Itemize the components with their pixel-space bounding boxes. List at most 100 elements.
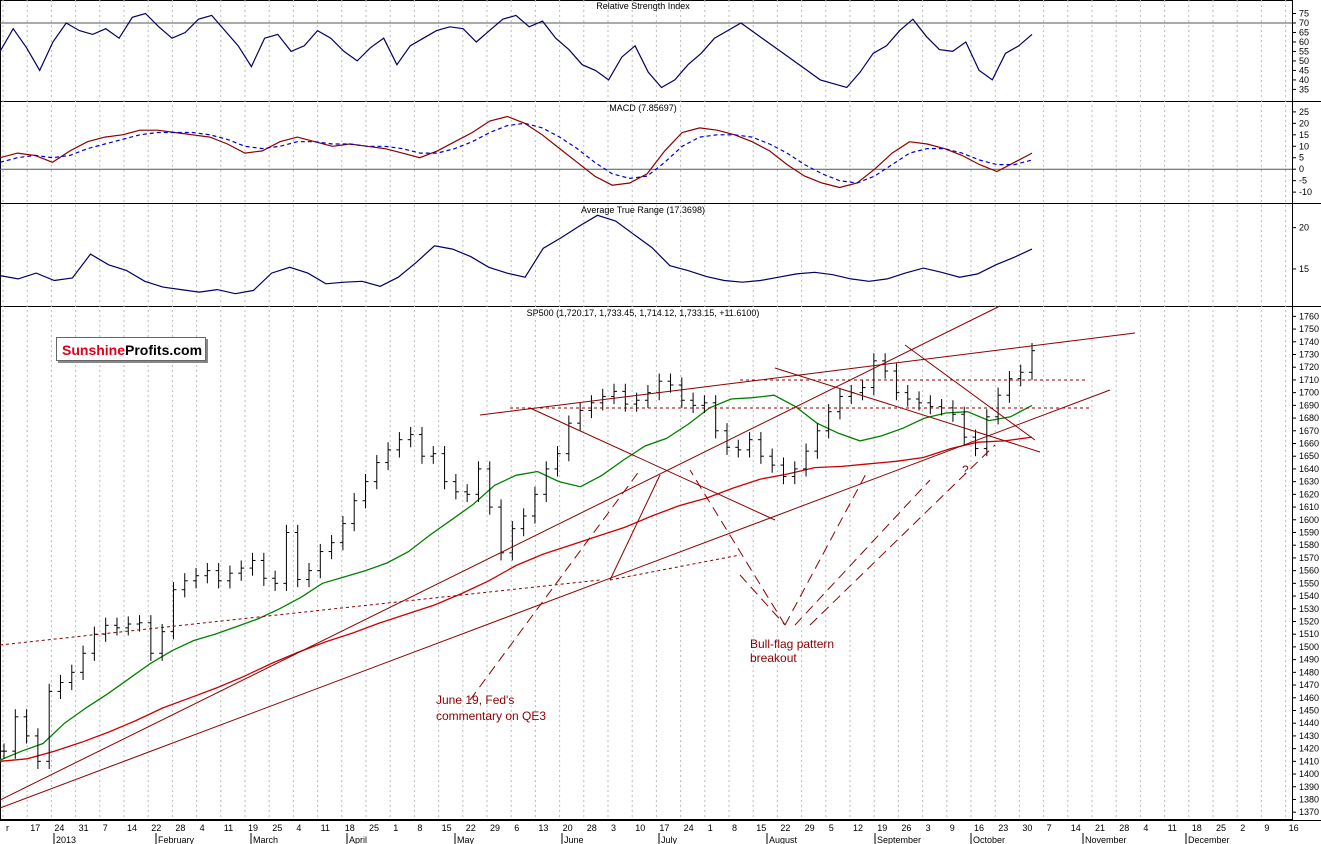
x-tick-label: 4 [1143, 823, 1148, 833]
y-tick-label: 1390 [1299, 782, 1319, 792]
y-tick-label: 1380 [1299, 794, 1319, 804]
x-tick-label: 4 [200, 823, 205, 833]
x-month-label: 2013 [56, 835, 76, 844]
y-tick-label: 1470 [1299, 680, 1319, 690]
y-tick-label: 1430 [1299, 731, 1319, 741]
y-tick-label: 1710 [1299, 375, 1319, 385]
y-tick-label: 1530 [1299, 604, 1319, 614]
x-tick-label: 25 [369, 823, 379, 833]
x-tick-label: r [6, 823, 9, 833]
logo-part2: Profits.com [125, 342, 203, 358]
y-tick-label: 1570 [1299, 553, 1319, 563]
x-month-label: March [253, 835, 278, 844]
y-tick-label: 50 [1299, 56, 1309, 66]
y-tick-label: 35 [1299, 84, 1309, 94]
x-tick-label: 18 [345, 823, 355, 833]
y-tick-label: 40 [1299, 75, 1309, 85]
x-tick-label: 30 [1022, 823, 1032, 833]
y-tick-label: -5 [1299, 176, 1307, 186]
x-tick-label: 16 [1289, 823, 1299, 833]
y-tick-label: 1540 [1299, 591, 1319, 601]
x-tick-label: 26 [901, 823, 911, 833]
x-tick-label: 14 [1071, 823, 1081, 833]
annotation-pointer [809, 444, 996, 626]
y-tick-label: 1620 [1299, 489, 1319, 499]
y-tick-label: 70 [1299, 18, 1309, 28]
signal-line [0, 122, 1033, 184]
y-tick-label: 15 [1299, 264, 1309, 274]
y-tick-label: 1490 [1299, 655, 1319, 665]
trendline [479, 332, 1136, 416]
annotation-pointer [689, 469, 786, 626]
y-tick-label: 1480 [1299, 667, 1319, 677]
x-month-label: July [661, 835, 678, 844]
y-tick-label: 1740 [1299, 337, 1319, 347]
y-tick-label: 1650 [1299, 451, 1319, 461]
x-tick-label: 15 [756, 823, 766, 833]
macd-line [0, 115, 1033, 189]
y-tick-label: 1690 [1299, 400, 1319, 410]
sp500-title: SP500 (1,720.17, 1,733.45, 1,714.12, 1,7… [527, 308, 760, 318]
x-tick-label: 11 [321, 823, 330, 833]
vertical-gridlines [2, 0, 1287, 820]
x-tick-label: 15 [442, 823, 452, 833]
y-tick-label: 1640 [1299, 464, 1319, 474]
x-tick-label: 12 [853, 823, 863, 833]
x-tick-label: 3 [926, 823, 931, 833]
x-month-label: August [769, 835, 798, 844]
x-month-label: November [1085, 835, 1127, 844]
y-tick-label: 5 [1299, 153, 1304, 163]
y-tick-label: 1630 [1299, 477, 1319, 487]
x-axis-ticks: r 17 24 31 7 14 22 28 4 11 19 25 4 11 18 25 1 8 15 22 29 6 13 2… [6, 823, 1299, 844]
x-tick-label: 8 [417, 823, 422, 833]
x-tick-label: 22 [780, 823, 790, 833]
x-tick-label: 17 [659, 823, 669, 833]
x-month-label: February [158, 835, 195, 844]
y-tick-label: 1510 [1299, 629, 1319, 639]
y-tick-label: 1500 [1299, 642, 1319, 652]
sunshine-profits-logo: SunshineProfits.com [56, 337, 206, 361]
x-tick-label: 10 [635, 823, 645, 833]
y-tick-label: 1610 [1299, 502, 1319, 512]
x-tick-label: 18 [1192, 823, 1202, 833]
200-day-ma-line [0, 436, 1033, 762]
annotation-bullflag-line1: Bull-flag pattern [750, 637, 834, 651]
x-tick-label: 21 [1095, 823, 1105, 833]
x-tick-label: 28 [587, 823, 597, 833]
x-tick-label: 1 [393, 823, 398, 833]
atr-line [0, 214, 1033, 295]
panel-frames [0, 0, 1321, 821]
price-bars [1, 343, 1035, 769]
annotation-pointer [784, 469, 869, 626]
y-tick-label: 1410 [1299, 756, 1319, 766]
y-tick-label: 1720 [1299, 362, 1319, 372]
y-tick-label: 1760 [1299, 311, 1319, 321]
y-axis-ticks: 354045505560657075-10-505101520251520137… [1292, 8, 1319, 817]
trendline [0, 389, 1111, 809]
x-tick-label: 25 [1216, 823, 1226, 833]
x-tick-label: 9 [950, 823, 955, 833]
x-tick-label: 24 [54, 823, 64, 833]
y-tick-label: 25 [1299, 107, 1309, 117]
x-month-label: May [457, 835, 475, 844]
y-tick-label: 1420 [1299, 744, 1319, 754]
x-month-label: October [973, 835, 1005, 844]
x-tick-label: 29 [490, 823, 500, 833]
trendline [774, 367, 1041, 453]
y-tick-label: 1580 [1299, 540, 1319, 550]
annotation-pointer [794, 479, 931, 626]
y-tick-label: 60 [1299, 37, 1309, 47]
y-tick-label: 55 [1299, 46, 1309, 56]
y-tick-label: 1730 [1299, 349, 1319, 359]
x-tick-label: 9 [1264, 823, 1269, 833]
y-tick-label: 20 [1299, 118, 1309, 128]
horizontal-dashed-line [0, 579, 601, 646]
y-tick-label: 1370 [1299, 807, 1319, 817]
y-tick-label: 15 [1299, 130, 1309, 140]
x-month-label: September [877, 835, 921, 844]
x-tick-label: 5 [829, 823, 834, 833]
reference-lines [0, 22, 1292, 170]
y-tick-label: 10 [1299, 141, 1309, 151]
x-tick-label: 20 [563, 823, 573, 833]
